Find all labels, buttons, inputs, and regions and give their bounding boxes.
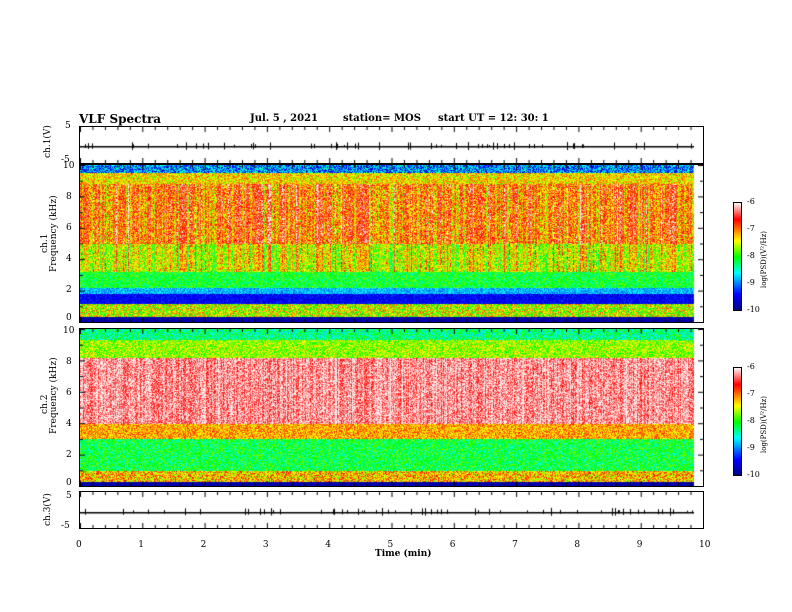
x-axis-label: Time (min)	[375, 549, 432, 559]
x-tick-1: 1	[138, 540, 145, 550]
ch1-spec-ytick-4: 4	[66, 254, 72, 264]
chart-title: VLF Spectra	[79, 112, 162, 126]
ch2-colorbar-gradient	[734, 368, 741, 475]
ch1-colorbar	[733, 202, 742, 311]
x-tick-10: 10	[699, 540, 711, 550]
ch2-cb-tick-neg8: -8	[747, 416, 755, 425]
ch1-cb-tick-neg6: -6	[747, 197, 755, 206]
ch3-waveform-panel	[79, 491, 704, 529]
ch1-waveform-ylabel: ch.1(V)	[43, 125, 53, 158]
x-tick-4: 4	[325, 540, 331, 550]
ch1-cb-tick-neg10: -10	[747, 305, 760, 314]
ch3-ytick-neg5: -5	[61, 521, 70, 531]
x-tick-0: 0	[76, 540, 82, 550]
ch1-colorbar-gradient	[734, 203, 741, 310]
ch3-waveform-trace	[80, 492, 703, 528]
ch2-spec-ylabel: Frequency (kHz)	[49, 357, 59, 434]
ch2-spec-ytick-4: 4	[66, 419, 72, 429]
x-tick-8: 8	[574, 540, 581, 550]
start-time-label: start UT = 12: 30: 1	[438, 113, 549, 124]
station-label: station= MOS	[343, 113, 421, 124]
ch1-spec-ylabel: Frequency (kHz)	[49, 195, 59, 272]
x-tick-5: 5	[387, 540, 394, 550]
ch2-spectrogram-panel	[79, 328, 704, 487]
ch1-cb-tick-neg7: -7	[747, 224, 755, 233]
ch2-spec-ytick-10: 10	[63, 326, 75, 336]
ch2-spec-ytick-8: 8	[66, 357, 72, 367]
ch2-cb-tick-neg7: -7	[747, 389, 755, 398]
ch1-spec-ytick-8: 8	[66, 192, 72, 202]
ch2-spectrogram-image	[80, 329, 703, 486]
ch1-spectrogram-image	[80, 165, 703, 322]
ch2-spec-ytick-2: 2	[66, 450, 72, 460]
ch1-cb-tick-neg8: -8	[747, 251, 755, 260]
ch2-cb-tick-neg9: -9	[747, 443, 755, 452]
ch2-cb-tick-neg10: -10	[747, 470, 760, 479]
ch2-spec-ytick-0: 0	[66, 478, 72, 488]
ch2-spec-ytick-6: 6	[66, 388, 72, 398]
x-tick-3: 3	[262, 540, 269, 550]
ch1-ytick-neg5: -5	[61, 155, 70, 165]
ch2-colorbar	[733, 367, 742, 476]
ch1-ytick-5: 5	[65, 121, 71, 131]
x-tick-7: 7	[512, 540, 518, 550]
ch3-ytick-5: 5	[66, 491, 72, 501]
date-label: Jul. 5 , 2021	[250, 113, 318, 124]
x-tick-9: 9	[636, 540, 643, 550]
x-tick-6: 6	[449, 540, 456, 550]
x-tick-2: 2	[200, 540, 207, 550]
ch2-cb-tick-neg6: -6	[747, 362, 755, 371]
ch1-spec-ytick-10: 10	[63, 161, 75, 171]
ch1-spec-ytick-2: 2	[66, 285, 72, 295]
ch1-colorbar-label: log(PSD)(V²/Hz)	[760, 231, 768, 288]
ch2-colorbar-label: log(PSD)(V²/Hz)	[760, 396, 768, 453]
ch1-waveform-trace	[80, 127, 703, 163]
ch1-spec-ytick-6: 6	[66, 223, 72, 233]
ch1-spec-ytick-0: 0	[66, 313, 72, 323]
ch1-spectrogram-panel	[79, 164, 704, 323]
ch1-waveform-panel	[79, 126, 704, 164]
ch3-waveform-ylabel: ch.3(V)	[43, 493, 53, 526]
ch1-cb-tick-neg9: -9	[747, 278, 755, 287]
